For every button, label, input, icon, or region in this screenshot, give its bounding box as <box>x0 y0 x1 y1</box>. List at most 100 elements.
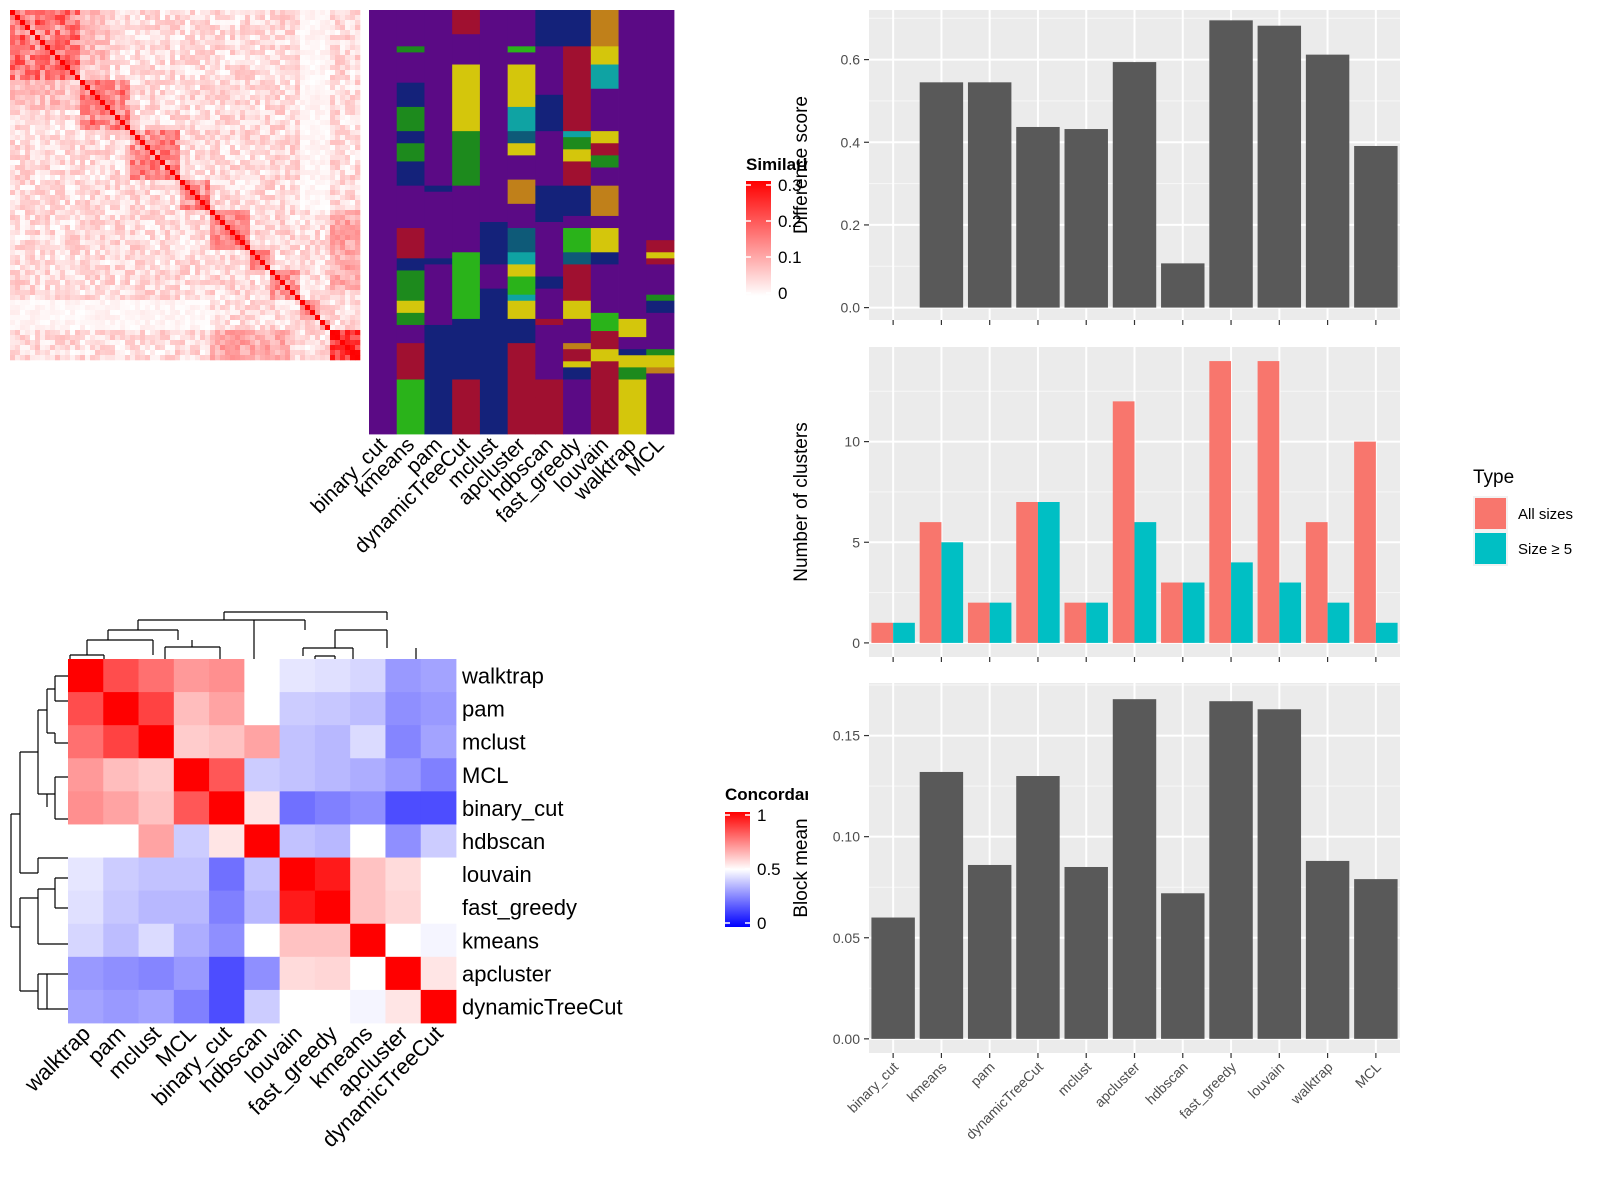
similarity-cell <box>210 145 216 151</box>
similarity-cell <box>110 300 116 306</box>
similarity-cell <box>180 310 186 316</box>
similarity-cell <box>215 155 221 161</box>
similarity-cell <box>330 215 336 221</box>
similarity-cell <box>280 240 286 246</box>
similarity-cell <box>35 340 41 346</box>
similarity-cell <box>205 105 211 111</box>
similarity-cell <box>80 65 86 71</box>
similarity-cell <box>325 265 331 271</box>
similarity-cell <box>30 145 36 151</box>
similarity-cell <box>235 170 241 176</box>
similarity-cell <box>125 95 131 101</box>
similarity-cell <box>270 160 276 166</box>
similarity-cell <box>35 305 41 311</box>
similarity-cell <box>10 180 16 186</box>
similarity-cell <box>355 215 361 221</box>
similarity-cell <box>200 300 206 306</box>
similarity-cell <box>350 330 356 336</box>
similarity-cell <box>340 210 346 216</box>
similarity-cell <box>180 185 186 191</box>
similarity-cell <box>290 160 296 166</box>
similarity-cell <box>290 345 296 351</box>
similarity-cell <box>295 100 301 106</box>
similarity-cell <box>10 310 16 316</box>
similarity-cell <box>85 115 91 121</box>
similarity-cell <box>80 110 86 116</box>
similarity-cell <box>75 310 81 316</box>
similarity-cell <box>290 180 296 186</box>
similarity-cell <box>50 35 56 41</box>
similarity-cell <box>185 355 191 361</box>
similarity-cell <box>105 140 111 146</box>
similarity-cell <box>15 160 21 166</box>
similarity-cell <box>35 150 41 156</box>
similarity-cell <box>240 290 246 296</box>
similarity-cell <box>235 315 241 321</box>
similarity-cell <box>70 80 76 86</box>
similarity-cell <box>255 60 261 66</box>
similarity-cell <box>185 15 191 21</box>
similarity-cell <box>185 330 191 336</box>
similarity-cell <box>10 75 16 81</box>
similarity-cell <box>255 85 261 91</box>
similarity-cell <box>125 55 131 61</box>
similarity-cell <box>285 200 291 206</box>
similarity-cell <box>315 230 321 236</box>
similarity-cell <box>300 100 306 106</box>
similarity-cell <box>240 240 246 246</box>
similarity-cell <box>205 340 211 346</box>
similarity-cell <box>170 80 176 86</box>
similarity-cell <box>240 15 246 21</box>
similarity-cell <box>150 60 156 66</box>
similarity-cell <box>45 280 51 286</box>
similarity-cell <box>345 65 351 71</box>
similarity-cell <box>135 290 141 296</box>
similarity-cell <box>275 15 281 21</box>
similarity-cell <box>255 325 261 331</box>
similarity-cell <box>350 55 356 61</box>
similarity-cell <box>80 125 86 131</box>
similarity-cell <box>45 260 51 266</box>
similarity-cell <box>245 40 251 46</box>
similarity-cell <box>60 85 66 91</box>
similarity-cell <box>40 135 46 141</box>
similarity-cell <box>215 170 221 176</box>
similarity-cell <box>175 20 181 26</box>
similarity-cell <box>50 30 56 36</box>
similarity-cell <box>150 325 156 331</box>
similarity-cell <box>120 90 126 96</box>
similarity-cell <box>255 150 261 156</box>
similarity-cell <box>70 205 76 211</box>
similarity-cell <box>70 160 76 166</box>
similarity-cell <box>15 280 21 286</box>
similarity-cell <box>260 125 266 131</box>
similarity-cell <box>220 280 226 286</box>
similarity-cell <box>230 200 236 206</box>
similarity-cell <box>100 185 106 191</box>
similarity-cell <box>35 75 41 81</box>
similarity-cell <box>350 85 356 91</box>
similarity-cell <box>305 350 311 356</box>
similarity-cell <box>10 50 16 56</box>
similarity-cell <box>215 215 221 221</box>
similarity-cell <box>265 105 271 111</box>
similarity-cell <box>315 250 321 256</box>
similarity-cell <box>110 235 116 241</box>
similarity-cell <box>175 140 181 146</box>
similarity-cell <box>65 325 71 331</box>
similarity-cell <box>25 175 31 181</box>
similarity-cell <box>325 260 331 266</box>
similarity-cell <box>305 30 311 36</box>
similarity-cell <box>355 280 361 286</box>
similarity-cell <box>55 335 61 341</box>
similarity-cell <box>235 210 241 216</box>
similarity-cell <box>145 190 151 196</box>
similarity-cell <box>115 100 121 106</box>
similarity-cell <box>345 185 351 191</box>
similarity-cell <box>190 320 196 326</box>
similarity-cell <box>240 140 246 146</box>
similarity-cell <box>215 275 221 281</box>
similarity-cell <box>250 105 256 111</box>
similarity-cell <box>235 235 241 241</box>
similarity-cell <box>135 315 141 321</box>
